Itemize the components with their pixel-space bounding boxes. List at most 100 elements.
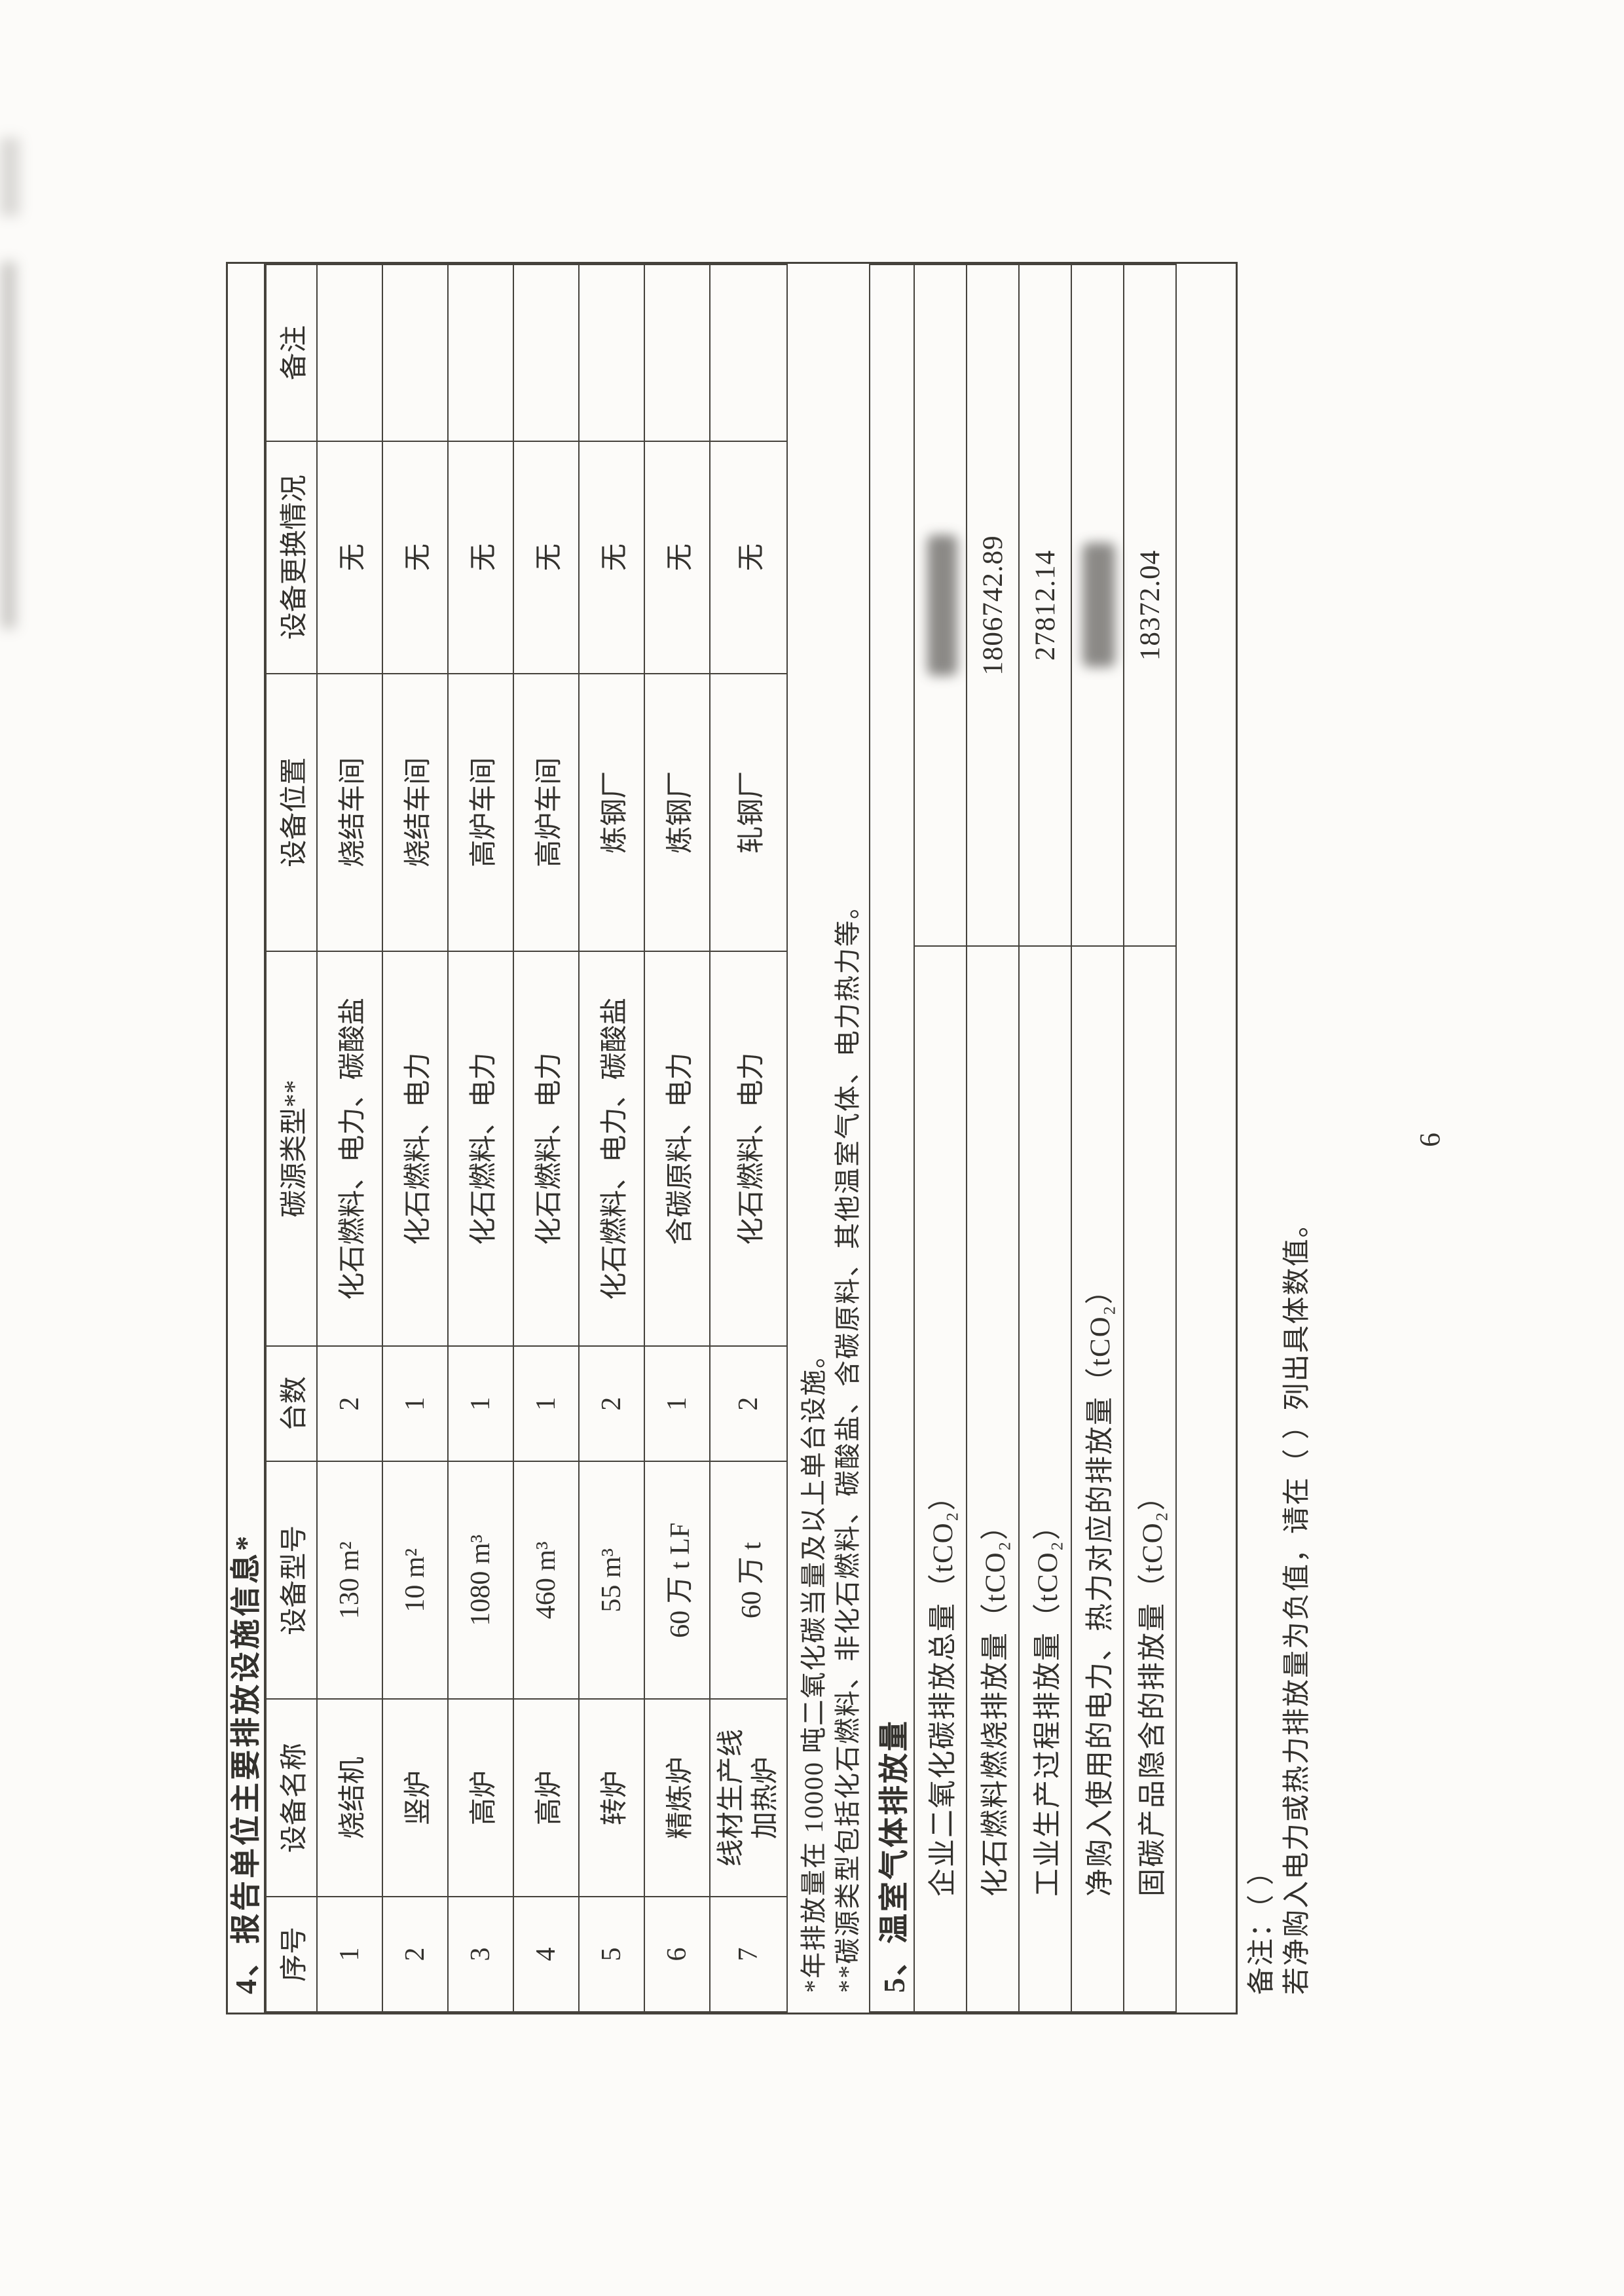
ghg-emission-table: 5、温室气体排放量 企业二氧化碳排放总量（tCO₂） 化石燃料燃烧排放量（tCO… [869,264,1177,2013]
footnote-emission-threshold: *年排放量在 10000 吨二氧化碳当量及以上单台设施。 [799,1341,828,1993]
cell-device-name: 线材生产线加热炉 [710,1699,787,1897]
cell-device-name-text: 线材生产线加热炉 [716,1729,781,1867]
cell-remark [448,264,513,441]
cell-replacement: 无 [513,441,579,674]
table-header-row: 序号 设备名称 设备型号 台数 碳源类型** 设备位置 设备更换情况 备注 [266,264,317,2012]
ghg-row: 化石燃料燃烧排放量（tCO₂） 1806742.89 [967,264,1019,2012]
cell-remark [317,264,382,441]
cell-index: 3 [448,1896,513,2012]
ghg-caption-row: 5、温室气体排放量 [870,264,914,2012]
cell-replacement: 无 [317,441,382,674]
cell-carbon-source: 化石燃料、电力 [448,951,513,1347]
col-header-device-location: 设备位置 [266,673,317,951]
cell-device-model: 60 万 t LF [644,1461,710,1700]
table-row: 1 烧结机 130 m² 2 化石燃料、电力、碳酸盐 烧结车间 无 [317,264,382,2012]
ghg-row: 企业二氧化碳排放总量（tCO₂） [914,264,967,2012]
cell-index: 5 [579,1896,644,2012]
ghg-row: 工业生产过程排放量（tCO₂） 27812.14 [1019,264,1071,2012]
section4-title: 4、报告单位主要排放设施信息* [228,264,265,2013]
col-header-device-model: 设备型号 [266,1461,317,1700]
cell-device-model: 55 m³ [579,1461,644,1700]
cell-unit-count: 2 [710,1346,787,1462]
ghg-value-total-co2 [914,264,967,946]
col-header-index: 序号 [266,1896,317,2012]
cell-replacement: 无 [644,441,710,674]
cell-replacement: 无 [382,441,448,674]
cell-carbon-source: 含碳原料、电力 [644,951,710,1347]
section5: 5、温室气体排放量 企业二氧化碳排放总量（tCO₂） 化石燃料燃烧排放量（tCO… [869,264,1177,2013]
cell-index: 1 [317,1896,382,2012]
cell-location: 高炉车间 [448,673,513,951]
cell-carbon-source: 化石燃料、电力 [710,951,787,1347]
table-row: 3 高炉 1080 m³ 1 化石燃料、电力 高炉车间 无 [448,264,513,2012]
ghg-label-industrial-process: 工业生产过程排放量（tCO₂） [1019,945,1071,2012]
table-row: 6 精炼炉 60 万 t LF 1 含碳原料、电力 炼钢厂 无 [644,264,710,2012]
ghg-row: 净购入使用的电力、热力对应的排放量（tCO₂） [1071,264,1124,2012]
cell-carbon-source: 化石燃料、电力、碳酸盐 [317,951,382,1347]
cell-replacement: 无 [448,441,513,674]
cell-unit-count: 1 [513,1346,579,1462]
section4-footnotes: *年排放量在 10000 吨二氧化碳当量及以上单台设施。 **碳源类型包括化石燃… [788,264,865,2013]
ghg-label-carbon-fixed-products: 固碳产品隐含的排放量（tCO₂） [1124,945,1176,2012]
cell-location: 轧钢厂 [710,673,787,951]
cell-unit-count: 1 [448,1346,513,1462]
col-header-device-replacement: 设备更换情况 [266,441,317,674]
cell-device-model: 60 万 t [710,1461,787,1700]
remark-negative-value-note: 若净购入电力或热力排放量为负值，请在（ ）列出具体数值。 [1282,1209,1312,1995]
scan-smudge-artifact [1,262,16,629]
cell-device-model: 10 m² [382,1461,448,1700]
cell-device-name: 竖炉 [382,1699,448,1897]
col-header-carbon-source-type: 碳源类型** [266,951,317,1347]
section5-title: 5、温室气体排放量 [870,264,914,2012]
redacted-value-blur [927,534,957,676]
section5-remarks: 备注：（ ） 若净购入电力或热力排放量为负值，请在（ ）列出具体数值。 [1244,293,1315,1995]
remark-note-label: 备注：（ ） [1247,1856,1277,1995]
cell-unit-count: 1 [644,1346,710,1462]
col-header-device-name: 设备名称 [266,1699,317,1897]
cell-location: 烧结车间 [317,673,382,951]
cell-carbon-source: 化石燃料、电力、碳酸盐 [579,951,644,1347]
cell-location: 炼钢厂 [644,673,710,951]
cell-index: 4 [513,1896,579,2012]
cell-index: 7 [710,1896,787,2012]
ghg-value-carbon-fixed-products: 18372.04 [1124,264,1176,946]
cell-device-name: 转炉 [579,1699,644,1897]
footnote-carbon-source-types: **碳源类型包括化石燃料、非化石燃料、碳酸盐、含碳原料、其他温室气体、电力热力等… [833,892,862,1993]
cell-location: 烧结车间 [382,673,448,951]
redacted-value-blur [1082,543,1115,668]
scan-smudge-artifact [0,137,20,216]
cell-location: 高炉车间 [513,673,579,951]
cell-remark [382,264,448,441]
cell-remark [513,264,579,441]
cell-unit-count: 2 [579,1346,644,1462]
document-frame: 4、报告单位主要排放设施信息* 序号 设备名称 设备型号 台数 碳源类型** 设… [226,262,1238,2014]
cell-remark [579,264,644,441]
emission-facility-table: 序号 设备名称 设备型号 台数 碳源类型** 设备位置 设备更换情况 备注 1 … [265,264,788,2013]
cell-device-name: 高炉 [513,1699,579,1897]
cell-carbon-source: 化石燃料、电力 [513,951,579,1347]
ghg-row: 固碳产品隐含的排放量（tCO₂） 18372.04 [1124,264,1176,2012]
cell-unit-count: 2 [317,1346,382,1462]
table-row: 4 高炉 460 m³ 1 化石燃料、电力 高炉车间 无 [513,264,579,2012]
cell-device-name: 高炉 [448,1699,513,1897]
ghg-label-fossil-fuel: 化石燃料燃烧排放量（tCO₂） [967,945,1019,2012]
ghg-value-industrial-process: 27812.14 [1019,264,1071,946]
cell-replacement: 无 [710,441,787,674]
cell-carbon-source: 化石燃料、电力 [382,951,448,1347]
cell-index: 2 [382,1896,448,2012]
ghg-value-net-purchased-power-heat [1071,264,1124,946]
cell-device-model: 1080 m³ [448,1461,513,1700]
ghg-label-net-purchased-power-heat: 净购入使用的电力、热力对应的排放量（tCO₂） [1071,945,1124,2012]
page-number: 6 [1414,1133,1446,1147]
cell-index: 6 [644,1896,710,2012]
ghg-value-fossil-fuel: 1806742.89 [967,264,1019,946]
table-row: 7 线材生产线加热炉 60 万 t 2 化石燃料、电力 轧钢厂 无 [710,264,787,2012]
cell-device-model: 460 m³ [513,1461,579,1700]
table-row: 5 转炉 55 m³ 2 化石燃料、电力、碳酸盐 炼钢厂 无 [579,264,644,2012]
cell-remark [644,264,710,441]
cell-unit-count: 1 [382,1346,448,1462]
cell-location: 炼钢厂 [579,673,644,951]
cell-device-name: 精炼炉 [644,1699,710,1897]
